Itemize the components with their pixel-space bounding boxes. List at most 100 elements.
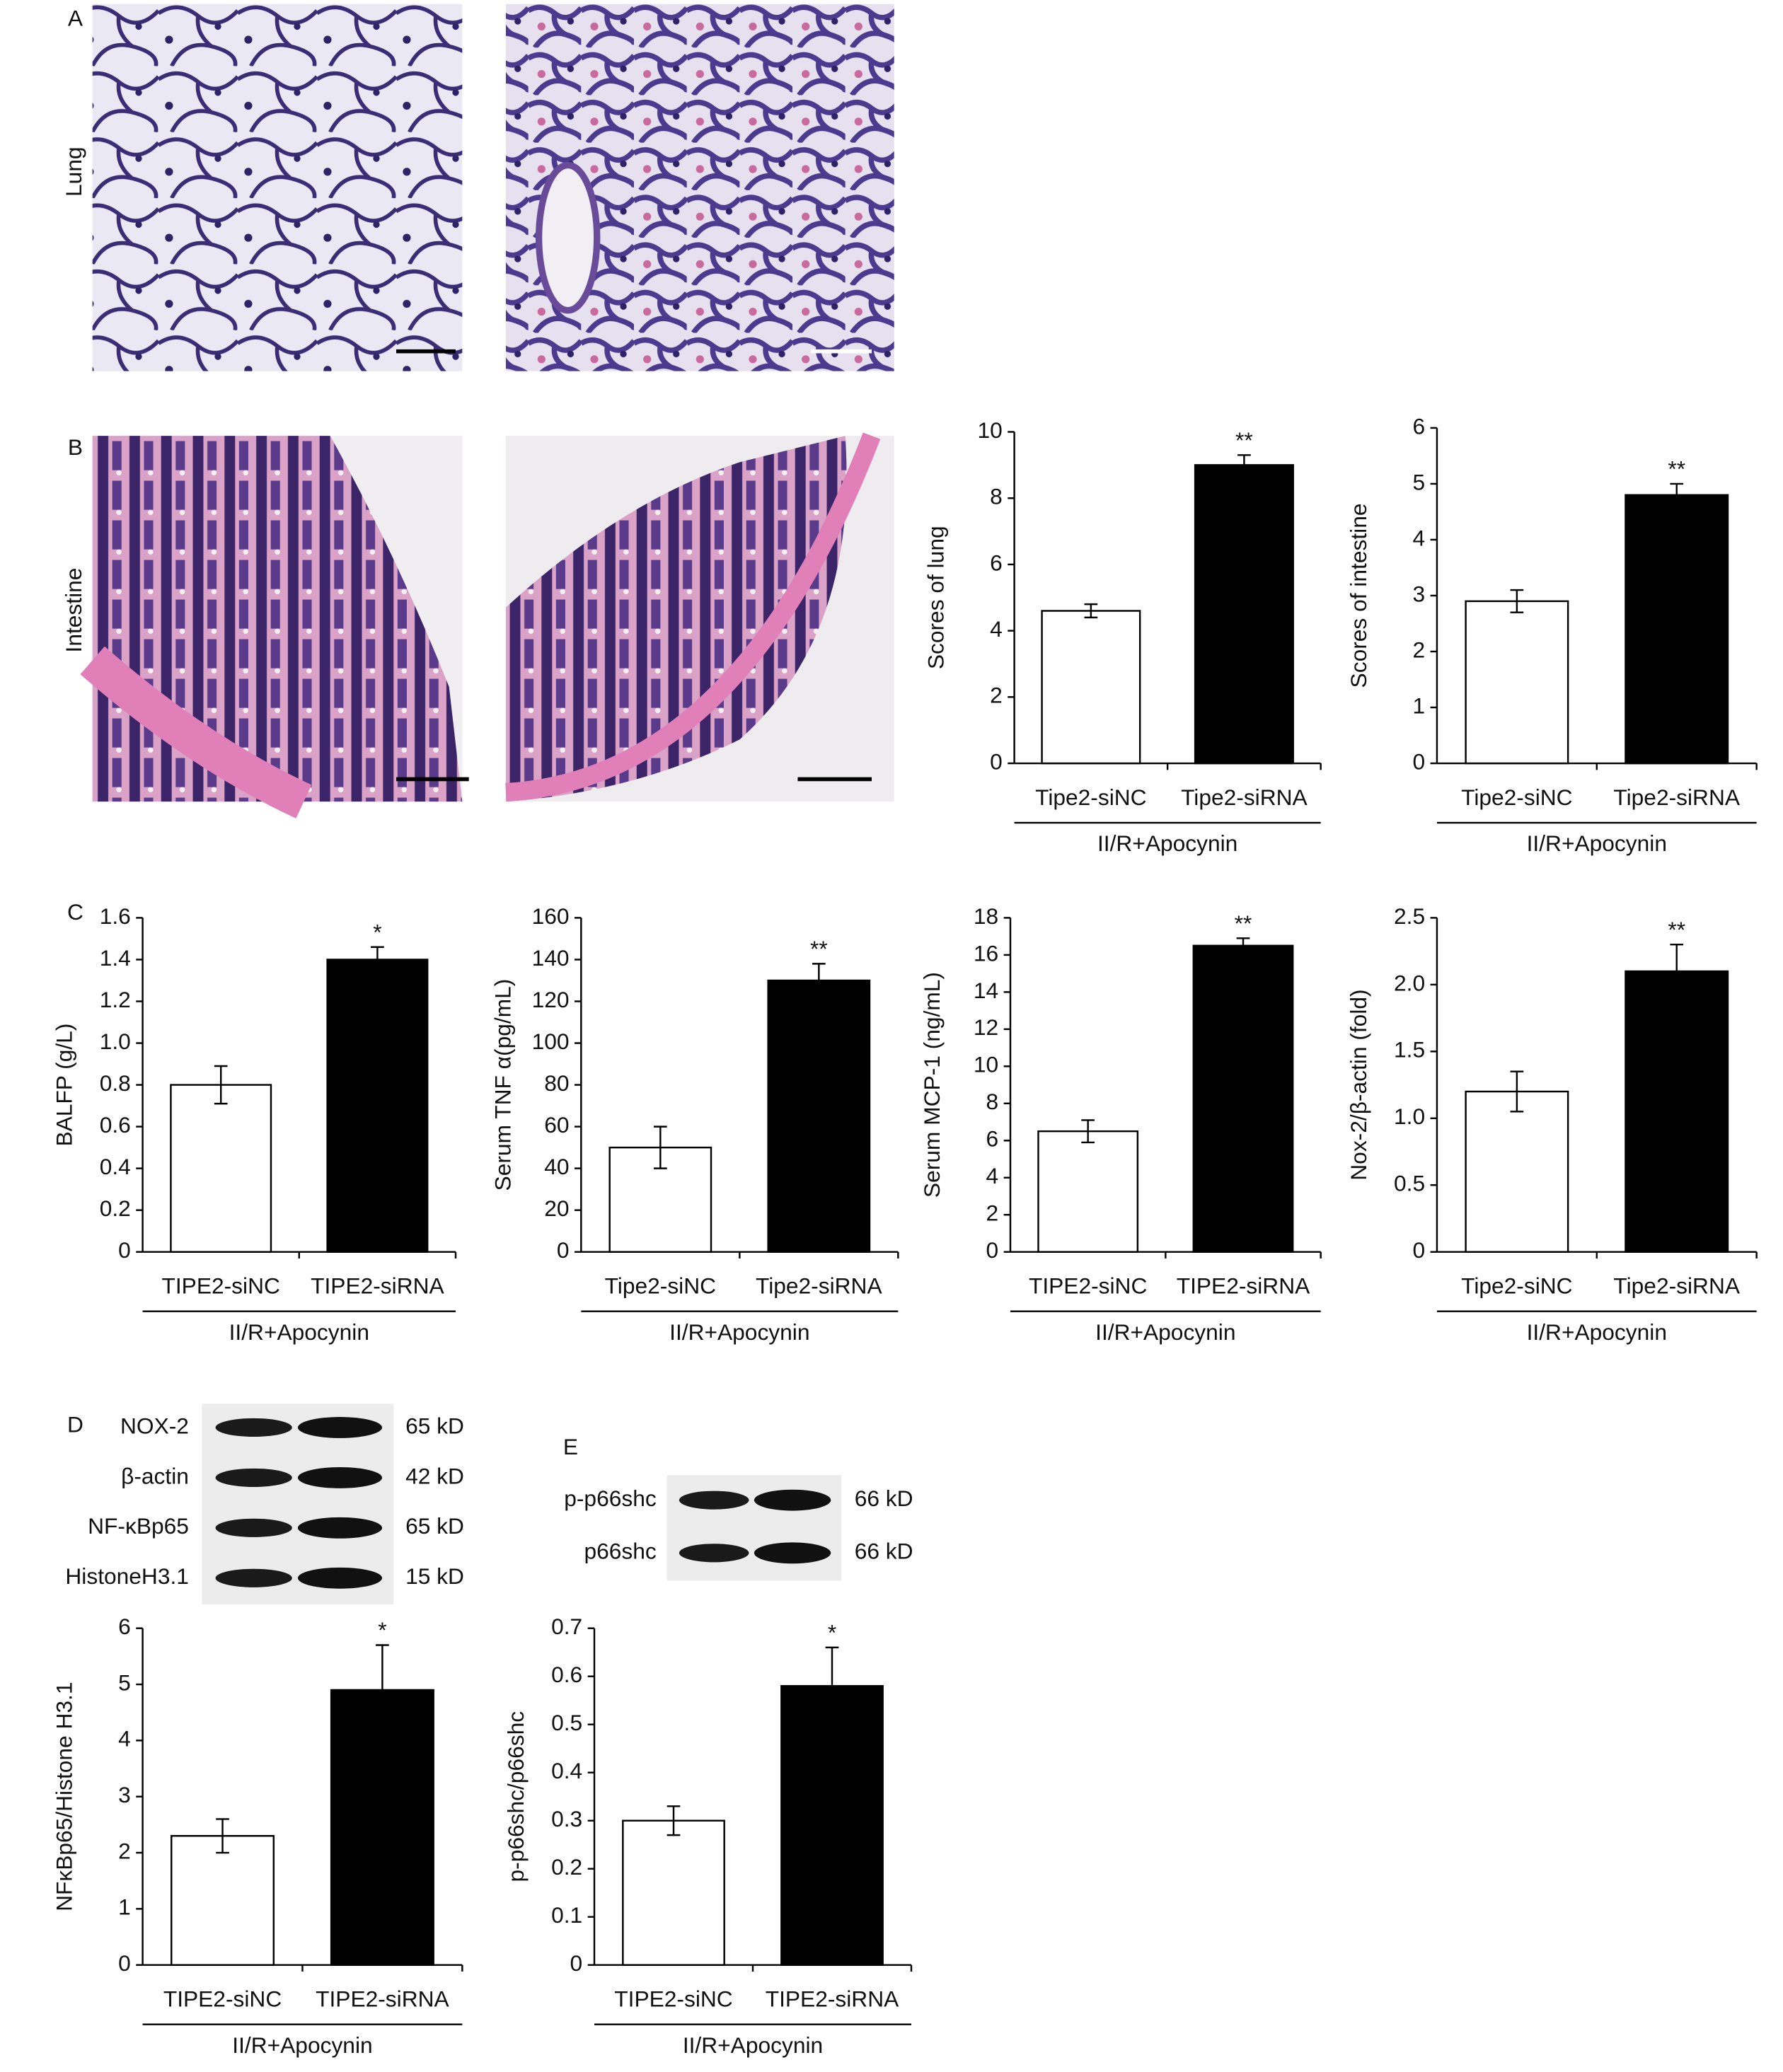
- significance: **: [1668, 456, 1685, 482]
- y-axis-label: Nox-2/β-actin (fold): [1346, 989, 1371, 1180]
- blot-band: [215, 1418, 292, 1437]
- y-tick-label: 14: [974, 978, 998, 1003]
- y-tick-label: 5: [118, 1669, 131, 1695]
- x-tick-label: TIPE2-siRNA: [766, 1986, 899, 2011]
- y-axis-label: Scores of intestine: [1346, 503, 1371, 688]
- blot-band: [297, 1466, 383, 1488]
- x-tick-label: TIPE2-siRNA: [316, 1986, 449, 2011]
- group-label: II/R+Apocynin: [229, 1319, 369, 1345]
- y-tick-label: 10: [978, 417, 1003, 443]
- blot-band: [297, 1567, 383, 1589]
- y-tick-label: 4: [1412, 525, 1425, 550]
- x-tick-label: Tipe2-siRNA: [1613, 1273, 1740, 1298]
- blot-size: 65 kD: [405, 1413, 464, 1438]
- y-tick-label: 40: [544, 1154, 569, 1179]
- x-tick-label: Tipe2-siRNA: [1613, 785, 1740, 810]
- y-tick-label: 18: [974, 903, 998, 929]
- y-tick-label: 0: [986, 1237, 999, 1263]
- row-label: Intestine: [61, 568, 86, 653]
- row-label: Lung: [61, 146, 86, 197]
- y-tick-label: 2: [1412, 637, 1425, 662]
- y-tick-label: 1.2: [100, 987, 131, 1012]
- y-tick-label: 100: [532, 1029, 570, 1054]
- x-tick-label: Tipe2-siNC: [605, 1273, 716, 1298]
- y-tick-label: 1: [1412, 693, 1425, 718]
- y-tick-label: 0.6: [100, 1112, 131, 1138]
- y-tick-label: 120: [532, 987, 570, 1012]
- significance: *: [378, 1617, 386, 1643]
- y-tick-label: 3: [118, 1782, 131, 1807]
- y-tick-label: 0: [1412, 748, 1425, 774]
- x-tick-label: Tipe2-siNC: [1035, 785, 1146, 810]
- y-tick-label: 16: [974, 940, 998, 966]
- y-tick-label: 2.0: [1394, 970, 1425, 995]
- y-tick-label: 0: [990, 748, 1003, 774]
- blot-size: 65 kD: [405, 1513, 464, 1539]
- bar: [1625, 970, 1729, 1253]
- y-tick-label: 2: [118, 1838, 131, 1863]
- blot-protein: NF-κBp65: [88, 1513, 189, 1539]
- bar: [1465, 1090, 1569, 1253]
- y-tick-label: 1.4: [100, 945, 131, 971]
- y-tick-label: 0: [118, 1950, 131, 1976]
- y-tick-label: 6: [118, 1614, 131, 1639]
- y-axis-label: Serum MCP-1 (ng/mL): [919, 972, 945, 1198]
- tissue: [505, 436, 847, 802]
- bar: [1192, 944, 1294, 1253]
- y-tick-label: 4: [118, 1726, 131, 1752]
- bar: [1625, 494, 1729, 765]
- y-tick-label: 60: [544, 1112, 569, 1138]
- blot-band: [679, 1491, 749, 1510]
- blot-band: [297, 1517, 383, 1539]
- y-tick-label: 1: [118, 1894, 131, 1920]
- bar: [1037, 1130, 1139, 1253]
- blot-size: 66 kD: [855, 1486, 913, 1511]
- blot-size: 42 kD: [405, 1463, 464, 1488]
- bar: [330, 1689, 434, 1966]
- bar: [326, 959, 429, 1253]
- blot-protein: HistoneH3.1: [65, 1563, 189, 1589]
- group-label: II/R+Apocynin: [669, 1319, 809, 1345]
- y-tick-label: 2.5: [1394, 903, 1425, 929]
- x-tick-label: TIPE2-siNC: [161, 1273, 279, 1298]
- y-tick-label: 0: [1412, 1237, 1425, 1263]
- tissue: [92, 436, 463, 802]
- blot-size: 15 kD: [405, 1563, 464, 1589]
- y-tick-label: 0.5: [1394, 1171, 1425, 1196]
- y-axis-label: BALFP (g/L): [52, 1024, 77, 1147]
- vessel: [535, 161, 601, 314]
- y-tick-label: 0.2: [100, 1196, 131, 1221]
- y-tick-label: 0.4: [100, 1154, 131, 1179]
- y-tick-label: 0.2: [551, 1854, 582, 1880]
- group-label: II/R+Apocynin: [1095, 1319, 1235, 1345]
- blot-size: 66 kD: [855, 1539, 913, 1564]
- muscle-layer: [505, 432, 881, 802]
- y-tick-label: 3: [1412, 581, 1425, 606]
- blot-band: [215, 1468, 292, 1487]
- y-tick-label: 6: [1412, 413, 1425, 439]
- significance: *: [373, 919, 381, 944]
- panel-label: B: [68, 434, 83, 460]
- y-tick-label: 20: [544, 1196, 569, 1221]
- y-tick-label: 0: [118, 1237, 131, 1263]
- bar: [1194, 464, 1294, 765]
- significance: *: [828, 1620, 836, 1645]
- y-tick-label: 0.8: [100, 1070, 131, 1096]
- y-tick-label: 0.1: [551, 1902, 582, 1928]
- significance: **: [1668, 917, 1685, 942]
- x-tick-label: TIPE2-siNC: [614, 1986, 732, 2011]
- bar: [171, 1835, 275, 1966]
- y-tick-label: 140: [532, 945, 570, 971]
- histology: [80, 4, 894, 818]
- group-label: II/R+Apocynin: [1527, 830, 1667, 856]
- y-tick-label: 0.3: [551, 1806, 582, 1831]
- significance: **: [1235, 910, 1252, 936]
- x-tick-label: Tipe2-siRNA: [756, 1273, 882, 1298]
- y-tick-label: 5: [1412, 469, 1425, 494]
- y-axis-label: Serum TNF α(pg/mL): [490, 979, 515, 1191]
- y-axis-label: Scores of lung: [923, 526, 949, 669]
- y-tick-label: 0.4: [551, 1758, 582, 1783]
- blot-band: [679, 1544, 749, 1563]
- panel-label: A: [68, 5, 83, 30]
